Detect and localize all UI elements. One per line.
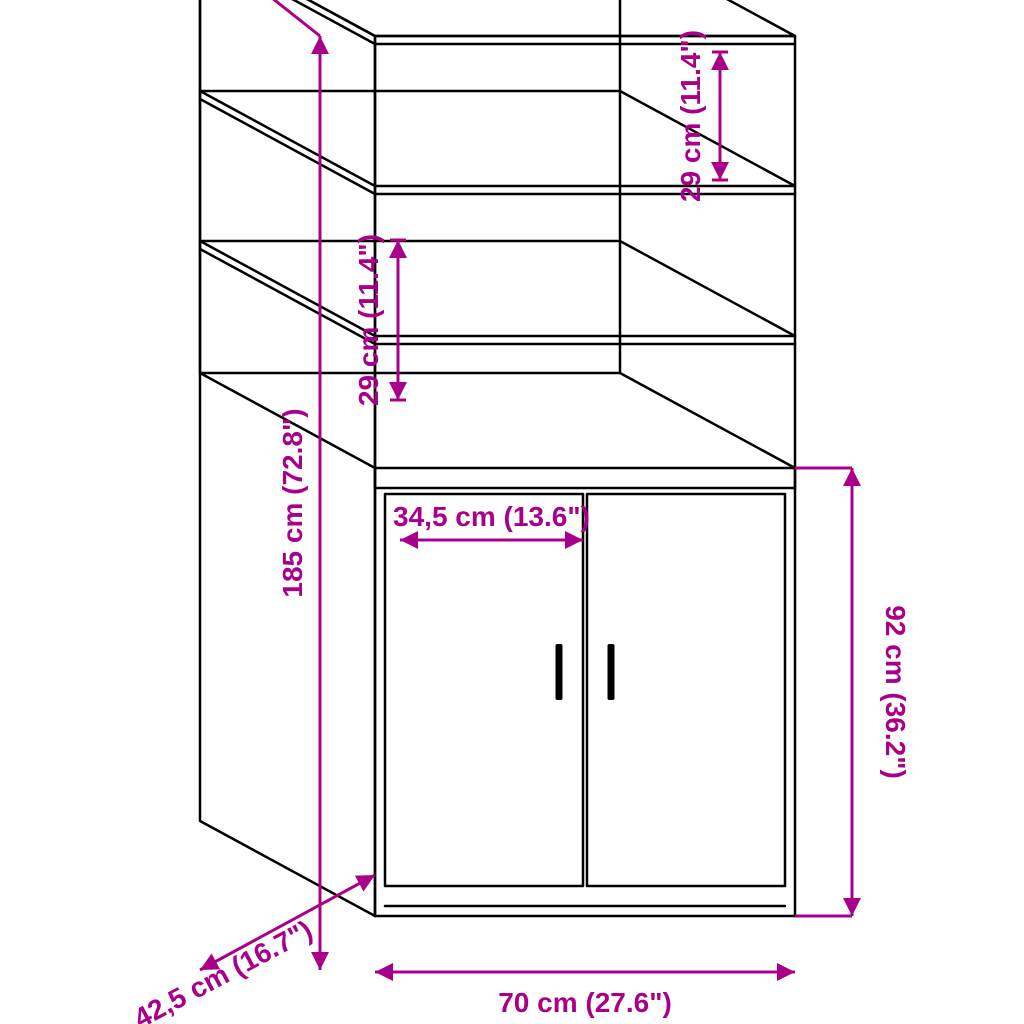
door-right	[587, 494, 785, 886]
dim-shelf-a: 29 cm (11.4")	[353, 234, 384, 406]
dim-depth: 42,5 cm (16.7")	[129, 914, 317, 1024]
dim-width: 70 cm (27.6")	[498, 987, 672, 1018]
door-handle	[556, 644, 563, 700]
dim-door-height: 92 cm (36.2")	[880, 605, 911, 779]
dim-height: 185 cm (72.8")	[277, 408, 308, 597]
dimension-diagram: 185 cm (72.8") 42,5 cm (16.7") 70 cm (27.6…	[0, 0, 1024, 1024]
dim-door-width: 34,5 cm (13.6")	[393, 501, 590, 532]
door-left	[385, 494, 583, 886]
dim-shelf-b: 29 cm (11.4")	[675, 30, 706, 202]
door-handle	[608, 644, 615, 700]
